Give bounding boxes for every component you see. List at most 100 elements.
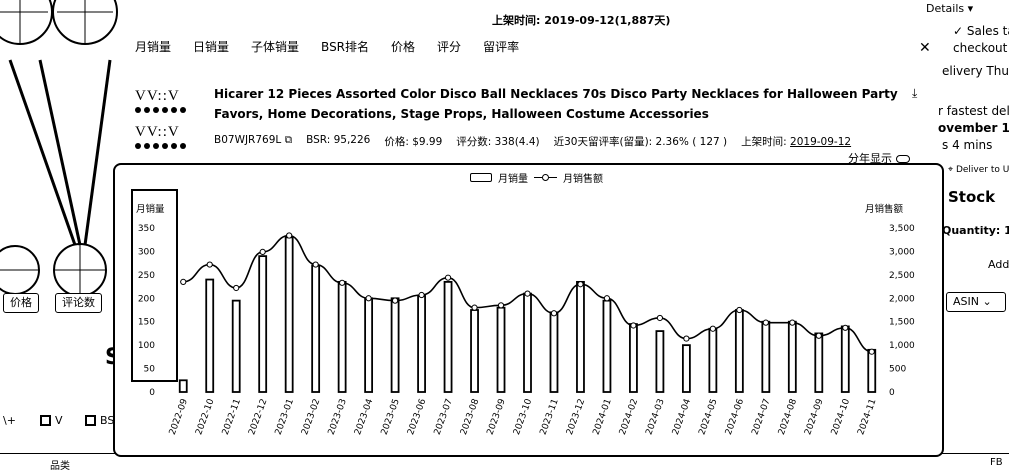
left-chip-price[interactable]: 价格 — [3, 293, 39, 313]
sales-bar — [364, 297, 374, 393]
right-tick-label: 500 — [889, 365, 906, 375]
sales-bar — [443, 280, 453, 393]
tab-monthly-sales[interactable]: 月销量 — [135, 40, 172, 54]
left-tick-label: 350 — [138, 224, 155, 234]
x-tick-label: 2023-10 — [512, 397, 534, 436]
sales-bar — [840, 325, 850, 393]
deliver-to-link[interactable]: ⌖ Deliver to Uni — [948, 165, 1009, 175]
product-thumbnail[interactable]: VV::V — [133, 82, 203, 116]
revenue-point — [259, 248, 266, 255]
revenue-point — [868, 348, 875, 355]
sales-bar — [231, 299, 241, 393]
yearly-display-toggle[interactable]: 分年显示 — [848, 150, 910, 166]
add-to-cart-button[interactable]: Add — [988, 258, 1009, 271]
revenue-point — [391, 297, 399, 304]
x-tick-label: 2023-08 — [459, 397, 481, 436]
close-icon[interactable]: ✕ — [919, 40, 931, 56]
x-tick-label: 2023-03 — [327, 398, 349, 437]
bottom-fb-label: FB — [990, 457, 1003, 468]
sales-bar — [708, 327, 718, 393]
sales-bar — [337, 280, 347, 393]
listed-date: 上架时间: 2019-09-12 — [741, 136, 852, 148]
sales-bar — [549, 311, 559, 393]
legend-monthly-sales: 月销量 — [498, 174, 528, 185]
delivery-line-1: elivery Thurs — [942, 64, 1009, 78]
left-tick-label: 0 — [149, 388, 155, 398]
sales-bar — [178, 379, 188, 393]
left-option-bs[interactable]: BS — [85, 414, 114, 427]
sales-bar — [470, 309, 479, 393]
tab-price[interactable]: 价格 — [391, 40, 416, 54]
tab-review-rate[interactable]: 留评率 — [483, 40, 520, 54]
x-tick-label: 2023-02 — [300, 398, 322, 437]
right-tick-label: 1,500 — [889, 318, 915, 328]
revenue-point — [603, 295, 611, 302]
revenue-point — [497, 302, 505, 309]
external-link-icon: ⧉ — [284, 134, 293, 146]
revenue-point — [789, 319, 796, 326]
right-tick-label: 3,500 — [889, 224, 915, 234]
tab-daily-sales[interactable]: 日销量 — [193, 40, 230, 54]
revenue-point — [736, 306, 743, 314]
tab-bsr-rank[interactable]: BSR排名 — [321, 40, 370, 54]
thumbnail-brand: VV::V — [135, 88, 180, 104]
x-tick-label: 2022-11 — [221, 398, 243, 437]
bsr-value: BSR: 95,226 — [306, 134, 371, 146]
left-tick-label: 50 — [144, 365, 156, 375]
metric-tabs: 月销量 日销量 子体销量 BSR排名 价格 评分 留评率 — [125, 38, 531, 61]
sales-bar — [205, 278, 215, 393]
tab-variant-sales[interactable]: 子体销量 — [251, 40, 300, 54]
legend-bar-swatch — [470, 173, 492, 182]
revenue-point — [524, 290, 531, 297]
right-tick-label: 2,500 — [889, 271, 915, 281]
sales-bar — [258, 255, 268, 393]
revenue-point — [365, 295, 372, 302]
x-tick-label: 2024-09 — [803, 397, 825, 436]
sales-bar — [814, 332, 824, 393]
x-tick-label: 2022-10 — [194, 397, 216, 436]
revenue-point — [577, 281, 584, 288]
details-link[interactable]: Details ▾ — [926, 2, 974, 15]
download-icon[interactable]: ⤓ — [912, 86, 918, 100]
x-tick-label: 2024-01 — [592, 398, 614, 437]
product-thumbnail-2[interactable]: VV::V — [133, 118, 203, 152]
revenue-point — [762, 319, 769, 326]
asin-dropdown[interactable]: ASIN ⌄ — [946, 292, 1006, 312]
sales-bar — [734, 309, 744, 393]
sales-bar — [629, 323, 638, 393]
sales-bar — [311, 264, 321, 393]
tab-rating[interactable]: 评分 — [437, 40, 462, 54]
rating-value: 评分数: 338(4.4) — [456, 136, 540, 148]
x-tick-label: 2024-10 — [830, 397, 852, 436]
product-title[interactable]: Hicarer 12 Pieces Assorted Color Disco B… — [214, 87, 898, 121]
asin-value[interactable]: B07WJR769L ⧉ — [214, 134, 293, 146]
left-option-v[interactable]: V — [40, 414, 63, 427]
x-tick-label: 2023-12 — [565, 398, 587, 437]
sales-bar — [655, 330, 665, 393]
price-value: 价格: $9.99 — [384, 136, 443, 148]
checkbox-icon[interactable] — [85, 415, 96, 426]
revenue-point — [471, 304, 478, 311]
sales-bar — [390, 297, 400, 393]
left-tick-label: 200 — [138, 294, 155, 304]
left-chip-reviews[interactable]: 评论数 — [55, 293, 102, 313]
revenue-point — [815, 332, 822, 339]
x-tick-label: 2024-11 — [856, 398, 878, 437]
x-tick-label: 2023-05 — [380, 398, 402, 437]
checkbox-icon[interactable] — [40, 415, 51, 426]
x-tick-label: 2023-07 — [433, 398, 455, 437]
x-tick-label: 2023-09 — [486, 397, 508, 436]
stock-status: Stock — [948, 188, 996, 206]
product-meta: B07WJR769L ⧉ BSR: 95,226 价格: $9.99 评分数: … — [214, 134, 851, 149]
revenue-point — [418, 291, 425, 299]
left-tick-label: 300 — [138, 247, 155, 257]
disco-ball-image — [0, 0, 118, 297]
quantity-select[interactable]: Quantity: 1 — [942, 224, 1009, 237]
x-tick-label: 2023-11 — [539, 398, 561, 437]
thumbnail-2-brand: VV::V — [135, 124, 180, 140]
revenue-point — [339, 279, 346, 286]
x-tick-label: 2022-09 — [168, 397, 190, 436]
x-tick-label: 2024-06 — [724, 397, 746, 436]
x-tick-label: 2023-01 — [274, 398, 296, 437]
revenue-point — [842, 324, 849, 331]
